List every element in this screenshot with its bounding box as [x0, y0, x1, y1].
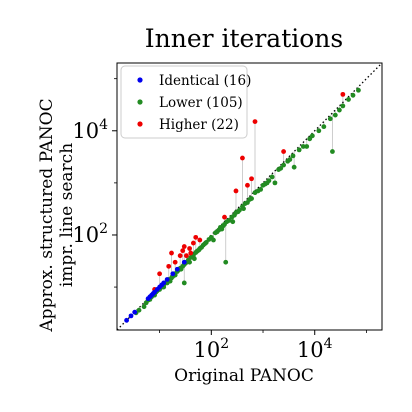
point-lower: [241, 206, 246, 212]
point-lower: [181, 280, 187, 286]
x-axis-label: Original PANOC: [174, 366, 314, 386]
point-identical: [128, 313, 134, 319]
legend-label-identical: Identical (16): [159, 73, 251, 89]
point-higher: [240, 155, 245, 161]
diagonal-line: [116, 62, 383, 331]
point-higher: [281, 149, 286, 154]
point-lower: [356, 87, 361, 93]
point-higher: [184, 253, 189, 259]
point-identical: [164, 277, 170, 282]
point-higher: [193, 234, 199, 240]
point-lower: [300, 144, 306, 149]
legend-marker-higher: [137, 121, 143, 127]
point-lower: [321, 124, 327, 130]
y-axis-label: Approx. structured PANOC impr. line sear…: [37, 98, 77, 332]
data-points: [124, 87, 361, 323]
point-lower: [223, 259, 229, 265]
point-lower: [278, 165, 284, 171]
point-lower: [291, 164, 297, 170]
point-lower: [237, 207, 242, 213]
legend: Identical (16) Lower (105) Higher (22): [120, 65, 251, 139]
point-higher: [252, 119, 258, 125]
point-higher: [233, 188, 239, 194]
point-lower: [327, 116, 333, 122]
point-lower: [336, 107, 342, 113]
point-identical: [124, 317, 129, 323]
point-lower: [296, 147, 302, 153]
plot-frame: [116, 62, 383, 331]
x-tick-label-exponent: 4: [324, 336, 333, 352]
point-lower: [226, 218, 232, 223]
point-lower: [136, 307, 142, 313]
x-tick-label: 104: [297, 336, 333, 362]
point-lower: [346, 97, 351, 102]
point-lower: [258, 186, 264, 192]
point-lower: [187, 259, 192, 265]
y-axis-label-line-1: Approx. structured PANOC: [37, 98, 57, 332]
legend-label-lower: Lower (105): [159, 95, 243, 111]
y-axis-label-line-2: impr. line search: [57, 143, 77, 287]
point-higher: [177, 253, 183, 259]
legend-label-higher: Higher (22): [159, 117, 239, 133]
point-higher: [188, 250, 194, 256]
point-identical: [132, 309, 138, 315]
y-tick-label-exponent: 4: [99, 117, 108, 133]
y-tick-label-base: 10: [72, 119, 99, 143]
plot-border: [116, 62, 383, 331]
y-tick-label-base: 10: [72, 223, 99, 247]
point-higher: [249, 176, 254, 182]
legend-box: [120, 65, 248, 139]
point-lower: [281, 162, 286, 168]
legend-marker-lower: [137, 99, 143, 105]
x-tick-label-base: 10: [193, 338, 220, 362]
point-lower: [272, 180, 278, 186]
point-higher: [245, 182, 250, 188]
point-lower: [249, 196, 254, 201]
point-higher: [190, 240, 196, 246]
x-tick-label: 102: [193, 336, 229, 362]
point-higher: [180, 248, 186, 254]
point-lower: [211, 237, 216, 243]
point-lower: [287, 157, 293, 162]
point-lower: [332, 112, 338, 118]
point-higher: [166, 263, 172, 269]
point-higher: [340, 91, 346, 97]
legend-marker-identical: [137, 77, 143, 83]
point-identical: [174, 266, 180, 272]
point-lower: [191, 256, 197, 262]
y-tick-label-exponent: 2: [99, 221, 108, 237]
y-tick-label: 104: [72, 117, 108, 143]
point-higher: [157, 271, 163, 277]
x-tick-label-base: 10: [297, 338, 324, 362]
point-lower: [316, 128, 322, 134]
point-higher: [181, 244, 187, 249]
point-lower: [230, 219, 236, 225]
point-higher: [197, 237, 203, 243]
point-lower: [290, 153, 296, 159]
point-lower: [350, 92, 356, 98]
point-lower: [304, 144, 310, 149]
x-tick-label-exponent: 2: [220, 336, 229, 352]
point-lower: [330, 149, 335, 154]
point-higher: [222, 214, 227, 220]
y-tick-label: 102: [72, 221, 108, 247]
point-lower: [269, 174, 275, 180]
point-identical: [181, 259, 187, 265]
point-higher: [172, 259, 178, 265]
point-identical: [161, 280, 167, 286]
point-higher: [187, 246, 192, 251]
point-higher: [169, 250, 174, 256]
chart-title: Inner iterations: [145, 24, 344, 53]
diagonal-reference: [116, 62, 383, 331]
point-lower: [266, 178, 272, 184]
point-lower: [340, 103, 346, 109]
point-identical: [170, 271, 176, 277]
point-lower: [309, 133, 315, 139]
point-lower: [141, 304, 147, 310]
